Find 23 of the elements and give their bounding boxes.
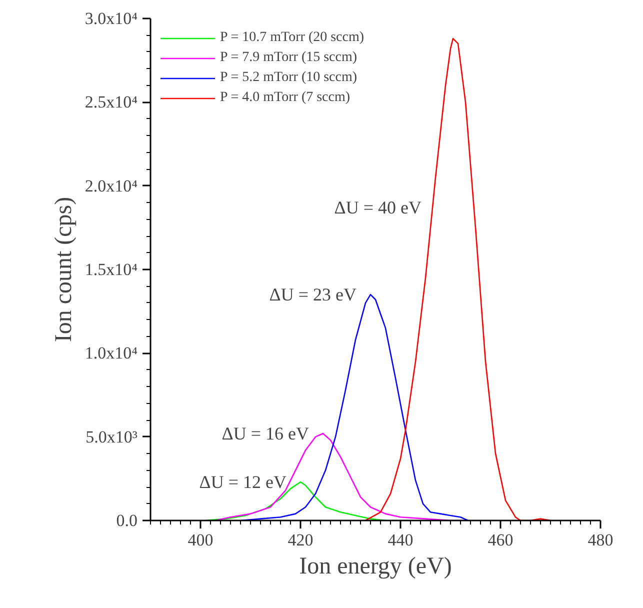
legend-label: P = 10.7 mTorr (20 sccm) — [220, 30, 364, 46]
line-series — [364, 38, 552, 520]
legend-label: P = 7.9 mTorr (15 sccm) — [220, 50, 358, 66]
y-axis-title: Ion count (cps) — [50, 196, 77, 342]
x-tick-label: 400 — [188, 530, 214, 550]
legend-label: P = 5.2 mTorr (10 sccm) — [220, 70, 358, 86]
x-tick-label: 440 — [388, 530, 414, 550]
annotation: ΔU = 16 eV — [222, 423, 310, 444]
y-tick-label: 3.0x10⁴ — [84, 9, 138, 28]
y-tick-label: 1.0x10⁴ — [84, 344, 138, 363]
annotation: ΔU = 12 eV — [199, 472, 287, 492]
y-tick-label: 2.0x10⁴ — [84, 176, 138, 196]
annotation: ΔU = 40 eV — [334, 197, 422, 218]
x-tick-label: 480 — [588, 530, 614, 550]
x-tick-label: 420 — [288, 530, 314, 550]
x-tick-label: 460 — [488, 530, 514, 550]
y-tick-label: 2.5x10⁴ — [84, 92, 138, 112]
annotation: ΔU = 23 eV — [269, 284, 357, 305]
y-tick-label: 0.0 — [116, 511, 138, 530]
y-tick-label: 1.5x10⁴ — [84, 260, 138, 279]
y-tick-label: 5.0x10³ — [86, 427, 138, 446]
legend-label: P = 4.0 mTorr (7 sccm) — [220, 90, 350, 106]
x-axis-title: Ion energy (eV) — [299, 554, 452, 580]
